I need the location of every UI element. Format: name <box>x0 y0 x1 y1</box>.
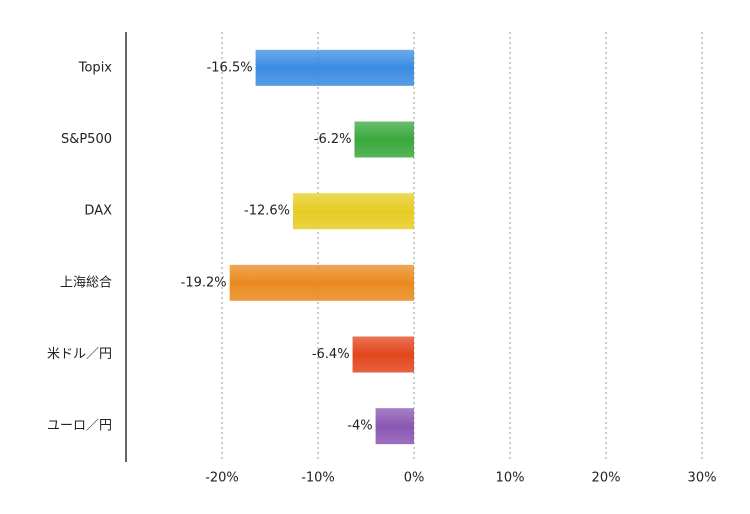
y-tick-label: ユーロ／円 <box>47 419 112 434</box>
value-label: -12.6% <box>244 204 290 219</box>
bar <box>229 264 414 301</box>
value-label: -19.2% <box>181 275 227 290</box>
value-label: -6.2% <box>314 132 352 147</box>
x-tick-label: 30% <box>688 471 717 486</box>
y-tick-label: S&P500 <box>61 132 112 147</box>
bar <box>375 408 414 445</box>
value-label: -6.4% <box>312 347 350 362</box>
bar <box>354 121 414 158</box>
y-tick-label: 上海総合 <box>60 275 112 290</box>
bar <box>293 193 414 230</box>
x-tick-label: 0% <box>404 471 425 486</box>
x-tick-label: -20% <box>205 471 239 486</box>
bar <box>255 49 414 86</box>
x-tick-label: 10% <box>496 471 525 486</box>
value-label: -16.5% <box>207 60 253 75</box>
x-tick-label: 20% <box>592 471 621 486</box>
y-tick-label: 米ドル／円 <box>47 347 112 362</box>
y-tick-label: Topix <box>78 60 113 75</box>
x-tick-label: -10% <box>301 471 335 486</box>
value-label: -4% <box>347 419 372 434</box>
bar <box>352 336 414 373</box>
y-tick-label: DAX <box>84 204 112 219</box>
